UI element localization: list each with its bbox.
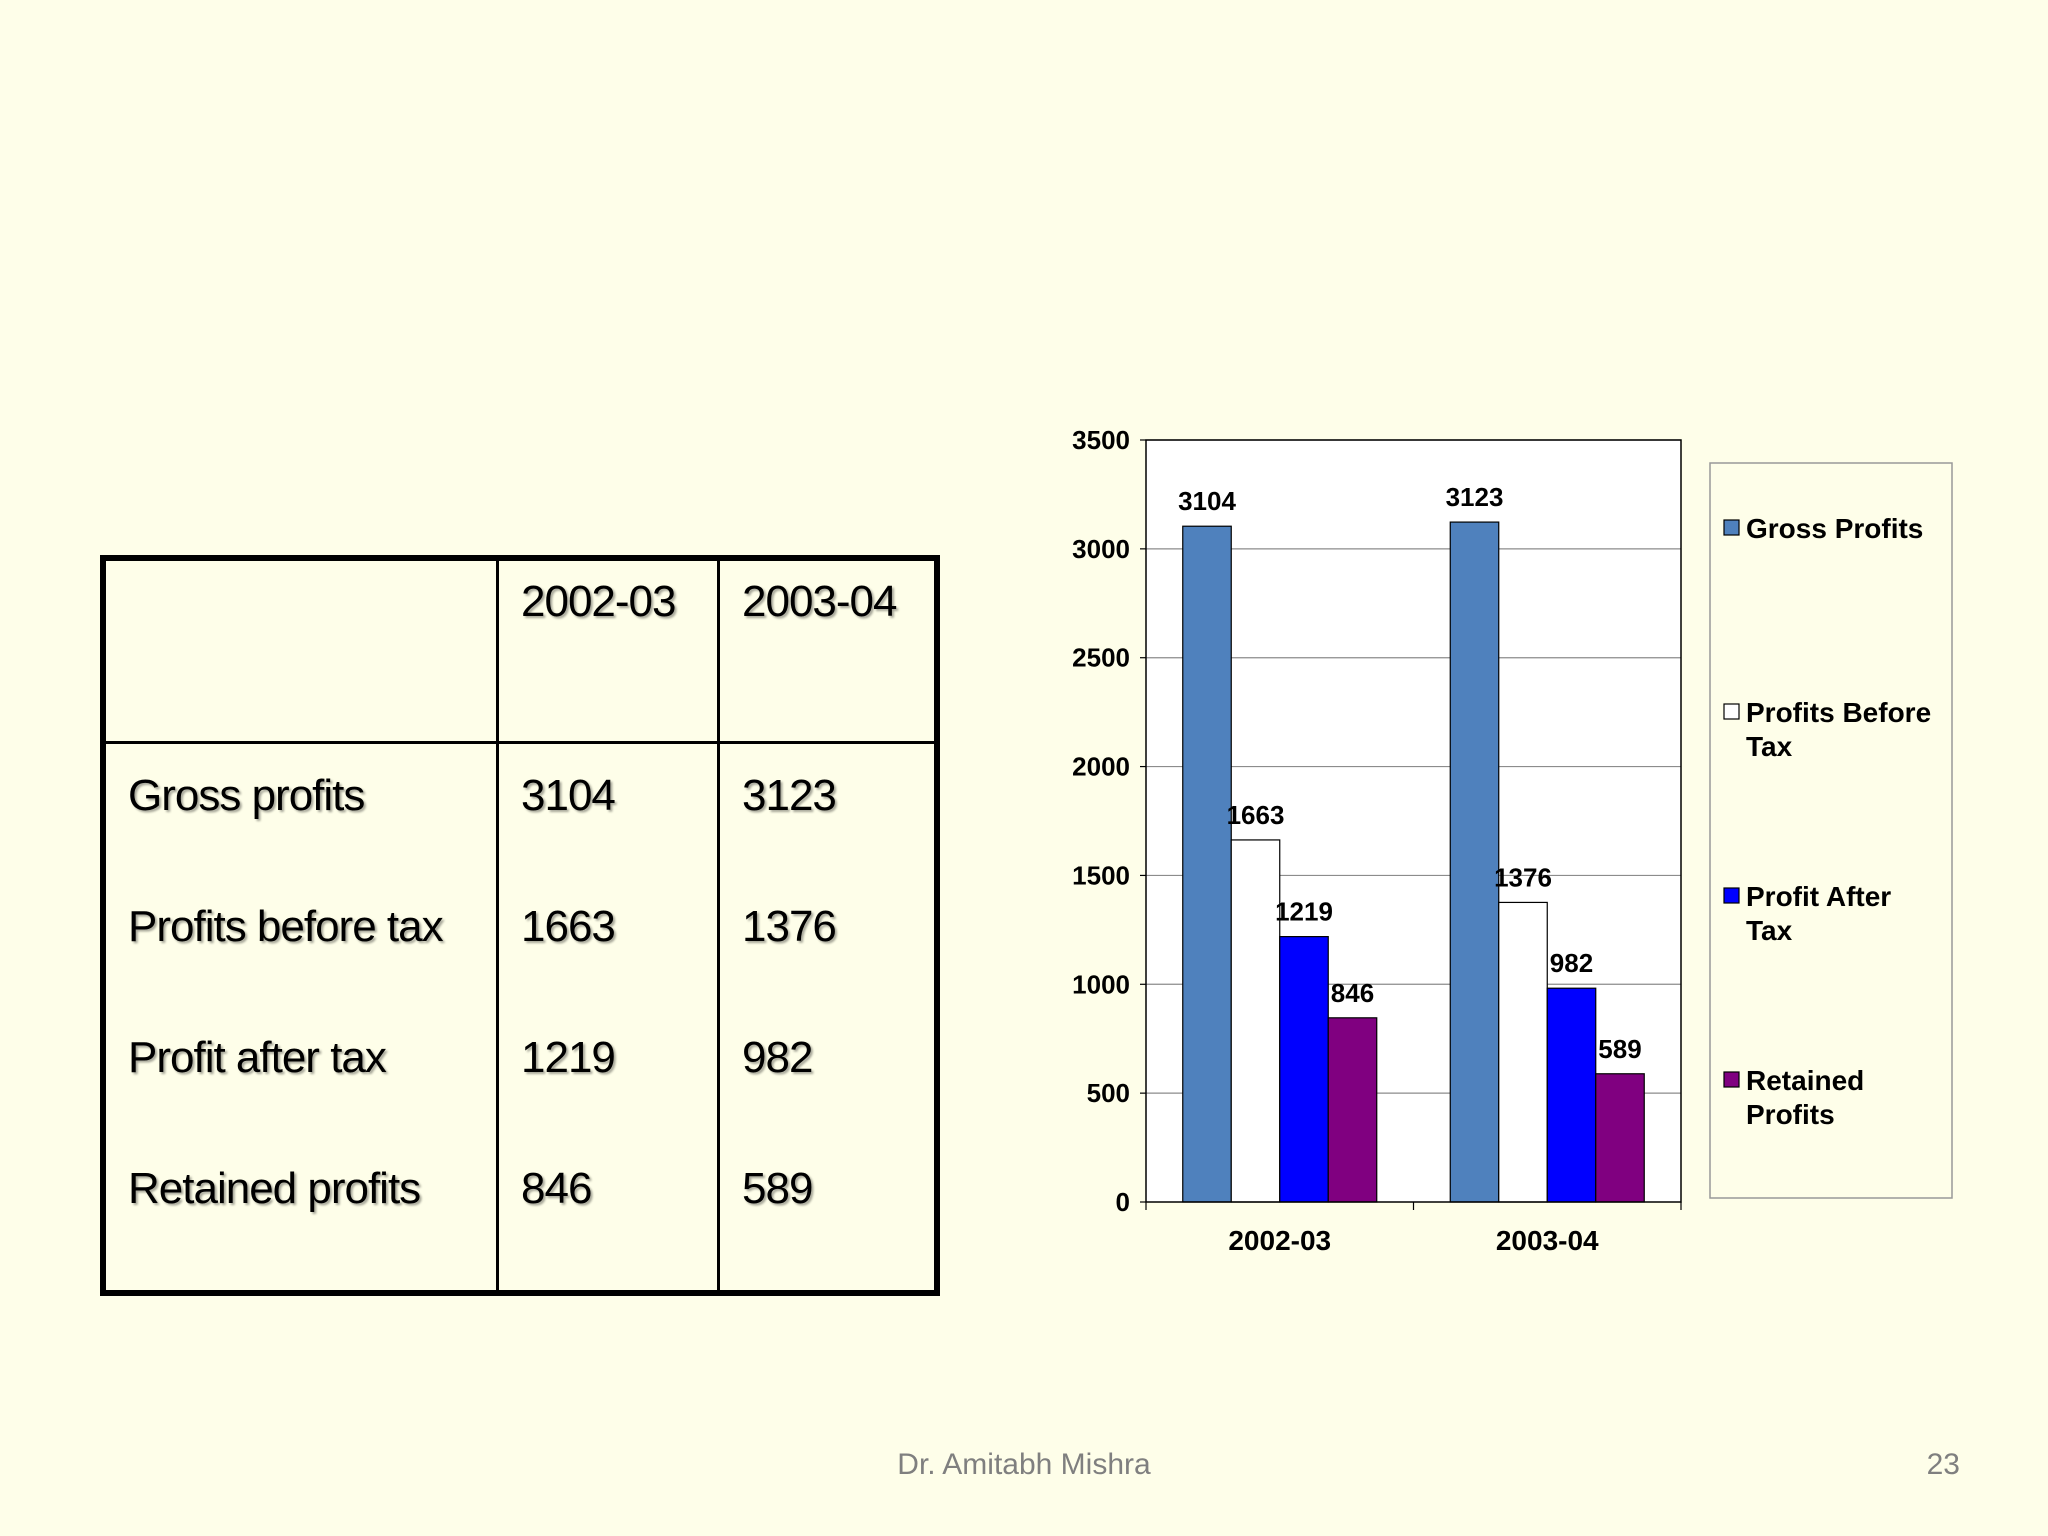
values-column-2002-03: 3104 1663 1219 846 [496,742,719,1293]
table-header-row: 2002-03 2003-04 [103,558,937,744]
x-category-label: 2003-04 [1496,1225,1599,1256]
profits-bar-chart: 0 500 1000 1500 2000 2500 3000 3500 3104 1663 1219… [1072,425,1953,1256]
y-tick-label: 2500 [1072,643,1130,673]
table-body-row: Gross profits Profits before tax Profit … [103,742,937,1294]
bar-data-label: 846 [1331,978,1374,1008]
bar [1279,936,1329,1203]
row-label-profit-after-tax: Profit after tax [128,1033,387,1082]
values-column-2003-04: 3123 1376 982 589 [717,742,937,1293]
row-labels-column: Gross profits Profits before tax Profit … [103,743,498,1294]
bar [1498,901,1548,1203]
cell-gross-2002-03: 3104 [521,771,616,820]
bar-data-label: 589 [1598,1034,1641,1064]
legend-swatch [1723,1071,1740,1088]
legend-swatch [1723,703,1740,720]
bar-data-label: 1219 [1275,897,1333,927]
row-label-gross-profits: Gross profits [128,771,365,820]
plot-border [1145,439,1682,1203]
y-tick-label: 500 [1087,1078,1130,1108]
header-cell-2003-04: 2003-04 [717,558,937,744]
bar [1230,839,1281,1203]
cell-retained-2002-03: 846 [521,1164,592,1213]
legend-label: Profits [1746,1099,1835,1130]
legend-label: Retained [1746,1065,1864,1096]
bar [1546,987,1597,1203]
y-tick-label: 1500 [1072,860,1130,890]
bar-data-label: 1376 [1494,862,1552,892]
cell-pbt-2002-03: 1663 [521,902,616,951]
legend-label: Tax [1746,731,1793,762]
x-category-label: 2002-03 [1228,1225,1331,1256]
footer-author: Dr. Amitabh Mishra [897,1448,1151,1481]
legend-label: Profits Before [1746,697,1931,728]
cell-pat-2002-03: 1219 [521,1033,616,1082]
cell-pbt-2003-04: 1376 [742,902,837,951]
bar [1327,1017,1378,1203]
row-label-retained-profits: Retained profits [128,1164,421,1213]
y-tick-label: 3000 [1072,534,1130,564]
bar [1449,521,1500,1203]
bar [1595,1073,1645,1203]
header-cell-2002-03: 2002-03 [496,558,719,744]
cell-pat-2003-04: 982 [742,1033,813,1082]
bar [1182,525,1232,1203]
legend-swatch [1723,887,1740,904]
y-tick-label: 2000 [1072,752,1130,782]
legend-swatch [1723,519,1740,536]
cell-retained-2003-04: 589 [742,1164,813,1213]
bar-data-label: 1663 [1227,800,1285,830]
cell-gross-2003-04: 3123 [742,771,837,820]
row-label-profits-before-tax: Profits before tax [128,902,444,951]
legend-label: Tax [1746,915,1793,946]
y-tick-label: 0 [1116,1187,1130,1217]
bar-data-label: 982 [1550,948,1593,978]
y-tick-label: 1000 [1072,969,1130,999]
legend-label: Gross Profits [1746,513,1923,544]
legend-box [1709,462,1953,1199]
bar-data-label: 3104 [1178,486,1236,516]
bar-data-label: 3123 [1446,482,1504,512]
y-tick-label: 3500 [1072,425,1130,455]
page-number: 23 [1926,1448,1960,1481]
legend-label: Profit After [1746,881,1891,912]
header-cell-empty [103,558,498,744]
profits-table: 2002-03 2003-04 Gross profits Profits be… [100,555,940,1296]
